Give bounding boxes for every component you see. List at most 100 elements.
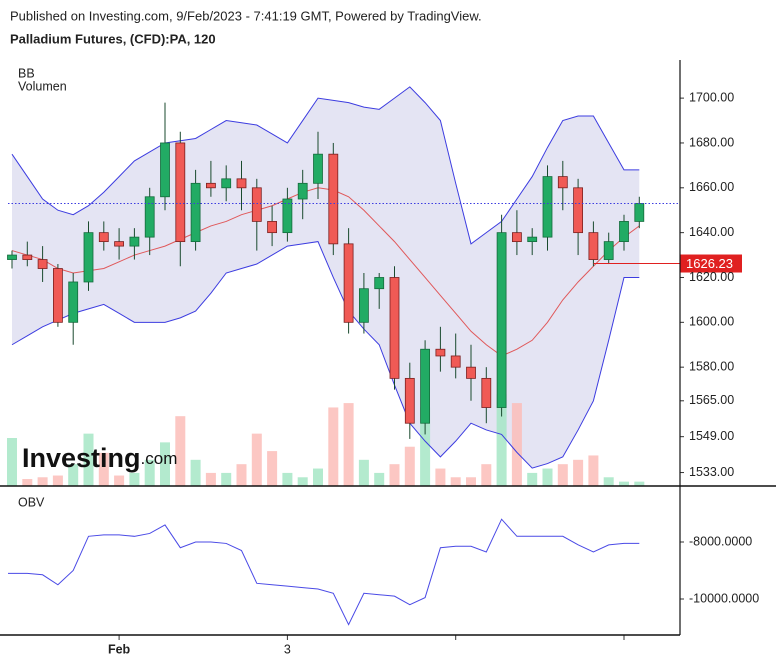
x-tick-label: Feb: [108, 642, 131, 656]
y-tick-label: 1640.00: [689, 225, 734, 239]
y-tick-label: 1565.00: [689, 393, 734, 407]
candle-body: [358, 288, 369, 323]
volume-bar: [221, 472, 232, 486]
candle-body: [496, 232, 507, 408]
candle-body: [98, 232, 109, 243]
candle-body: [22, 254, 33, 260]
candle-body: [634, 203, 645, 222]
volume-bar: [98, 452, 109, 486]
candle-body: [435, 348, 446, 357]
volume-bar: [129, 472, 140, 486]
candle-body: [420, 348, 431, 424]
bb-lower: [11, 241, 640, 469]
bb-upper: [11, 86, 640, 245]
candle-body: [542, 176, 553, 238]
candle-body: [37, 259, 48, 269]
volume-bar: [83, 433, 94, 486]
volume-bar: [466, 477, 476, 486]
y-tick-label: -8000.0000: [689, 534, 752, 548]
y-tick-label: 1700.00: [689, 90, 734, 104]
volume-bar: [634, 481, 645, 486]
volume-bar: [603, 477, 614, 486]
x-tick-label: 3: [284, 642, 291, 656]
y-tick-label: 1549.00: [689, 429, 734, 443]
candle-body: [297, 182, 308, 200]
y-tick-label: 1680.00: [689, 135, 734, 149]
candle-body: [53, 268, 63, 323]
volume-bar: [450, 477, 461, 486]
bb-mid: [11, 187, 640, 357]
candle-body: [236, 178, 247, 189]
candle-body: [588, 232, 599, 260]
volume-bar: [481, 464, 492, 486]
volume-bar: [343, 403, 354, 486]
candle-body: [251, 187, 262, 222]
band-fill: [12, 86, 640, 469]
volume-bar: [573, 459, 584, 486]
volume-bar: [619, 481, 629, 486]
legend-label: OBV: [18, 495, 45, 509]
volume-bar: [251, 433, 262, 486]
published-note: Published on Investing.com, 9/Feb/2023 -…: [10, 8, 482, 23]
y-tick-label: 1660.00: [689, 180, 734, 194]
volume-bar: [420, 407, 431, 486]
volume-bar: [114, 475, 125, 486]
legend-label: BB: [18, 66, 35, 80]
watermark: Investing.com: [22, 443, 177, 473]
candle-body: [481, 377, 492, 408]
y-tick-label: 1580.00: [689, 359, 734, 373]
candle-body: [114, 241, 124, 247]
candle-body: [527, 236, 538, 243]
candle-body: [129, 236, 140, 247]
candle-body: [374, 277, 385, 290]
price-marker-label: 1626.23: [686, 256, 733, 271]
candle-body: [221, 178, 232, 189]
volume-bar: [404, 446, 415, 486]
candle-body: [450, 355, 461, 368]
volume-bar: [37, 477, 48, 486]
candle-body: [313, 153, 323, 184]
candle-body: [404, 377, 415, 424]
volume-bar: [557, 464, 568, 486]
volume-bar: [496, 394, 507, 486]
volume-bar: [144, 459, 155, 486]
volume-bar: [511, 403, 522, 486]
volume-bar: [358, 459, 369, 486]
candle-body: [83, 232, 94, 283]
volume-bar: [205, 472, 216, 486]
volume-bar: [435, 468, 446, 486]
candle-body: [343, 243, 354, 323]
price-marker-box: [680, 254, 742, 273]
volume-bar: [160, 442, 170, 486]
candle-body: [557, 176, 568, 189]
volume-bar: [328, 407, 339, 486]
candle-body: [619, 221, 629, 243]
candle-body: [175, 142, 186, 243]
candle-body: [328, 153, 339, 245]
volume-bar: [236, 464, 247, 486]
candle-body: [466, 366, 476, 379]
candle-body: [144, 196, 155, 238]
candle-body: [389, 277, 400, 379]
volume-bar: [588, 455, 599, 486]
volume-bar: [297, 477, 308, 486]
volume-bar: [7, 438, 17, 486]
watermark-suffix: .com: [141, 449, 178, 468]
volume-bar: [190, 459, 201, 486]
legend-label: Volumen: [18, 79, 67, 93]
volume-bar: [52, 475, 63, 486]
y-tick-label: 1533.00: [689, 465, 734, 479]
y-tick-label: 1600.00: [689, 315, 734, 329]
candle-body: [190, 182, 201, 243]
symbol-title: Palladium Futures, (CFD):PA, 120: [10, 31, 216, 46]
volume-bar: [22, 479, 33, 486]
y-tick-label: -10000.0000: [689, 591, 759, 605]
volume-bar: [374, 472, 385, 486]
obv-line: [8, 518, 640, 626]
candle-body: [160, 142, 170, 198]
candle-body: [282, 198, 293, 234]
candle-body: [68, 281, 79, 323]
candle-body: [603, 241, 614, 260]
volume-bar: [527, 472, 538, 486]
